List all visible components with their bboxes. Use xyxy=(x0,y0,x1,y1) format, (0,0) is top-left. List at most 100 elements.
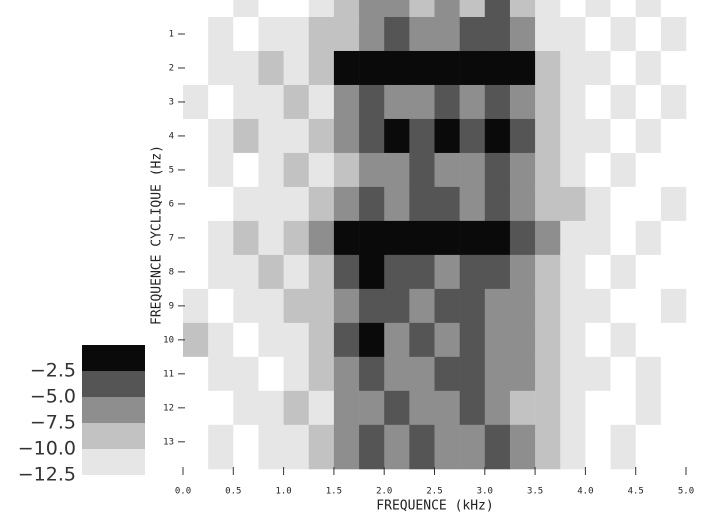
heatmap-cell xyxy=(283,322,310,358)
heatmap-cell xyxy=(409,322,435,358)
heatmap-cell xyxy=(409,50,435,86)
heatmap-cell xyxy=(409,390,435,426)
heatmap-cell xyxy=(258,288,284,324)
heatmap-cell xyxy=(484,0,511,18)
heatmap-cell xyxy=(183,220,209,256)
heatmap-cell xyxy=(660,50,687,86)
x-tick-label: 3.0 xyxy=(477,487,493,497)
x-tick-label: 5.0 xyxy=(678,487,694,497)
heatmap-cell xyxy=(283,50,310,86)
heatmap-cell xyxy=(283,84,310,120)
heatmap-cell xyxy=(258,322,284,358)
heatmap-cell xyxy=(660,254,687,290)
heatmap-cell xyxy=(459,424,486,470)
heatmap-cell xyxy=(233,16,259,52)
heatmap-cell xyxy=(409,186,435,222)
heatmap-cell xyxy=(434,322,460,358)
heatmap-cell xyxy=(308,390,335,426)
heatmap-cell xyxy=(283,186,310,222)
heatmap-cell xyxy=(183,50,209,86)
heatmap-cell xyxy=(359,322,385,358)
heatmap-cell xyxy=(308,0,335,18)
colorbar-swatch xyxy=(82,449,145,475)
heatmap-cell xyxy=(333,50,360,86)
heatmap-cell xyxy=(384,118,410,154)
heatmap-cell xyxy=(560,288,586,324)
heatmap-cell xyxy=(560,152,586,188)
heatmap-cell xyxy=(535,50,561,86)
heatmap-cell xyxy=(509,254,536,290)
heatmap-cell xyxy=(560,50,586,86)
heatmap-cell xyxy=(384,390,410,426)
heatmap-cell xyxy=(434,0,460,18)
y-tick-label: 9 xyxy=(169,301,174,311)
heatmap-cell xyxy=(208,356,234,392)
heatmap-cell xyxy=(359,356,385,392)
heatmap-cell xyxy=(183,254,209,290)
heatmap-cell xyxy=(535,152,561,188)
heatmap-cell xyxy=(459,186,486,222)
y-tick-label: 7 xyxy=(169,233,174,243)
heatmap-cell xyxy=(384,254,410,290)
heatmap-cell xyxy=(233,322,259,358)
heatmap-cell xyxy=(308,322,335,358)
heatmap-cell xyxy=(635,254,662,290)
heatmap-cell xyxy=(610,220,636,256)
heatmap-cell xyxy=(409,424,435,470)
heatmap-cell xyxy=(233,152,259,188)
heatmap-cell xyxy=(459,50,486,86)
y-tick-label: 12 xyxy=(163,403,174,413)
heatmap-cell xyxy=(585,220,611,256)
heatmap-cell xyxy=(459,16,486,52)
heatmap-cell xyxy=(333,16,360,52)
heatmap-cell xyxy=(258,220,284,256)
heatmap-cell xyxy=(359,118,385,154)
heatmap-cell xyxy=(233,186,259,222)
heatmap-cell xyxy=(660,186,687,222)
heatmap-cell xyxy=(384,424,410,470)
heatmap-cell xyxy=(560,220,586,256)
heatmap-cell xyxy=(610,0,636,18)
heatmap-cell xyxy=(459,356,486,392)
y-axis-label: FREQUENCE CYCLIQUE (Hz) xyxy=(150,145,165,325)
heatmap-cell xyxy=(660,424,687,470)
heatmap-cell xyxy=(585,16,611,52)
heatmap-cell xyxy=(585,186,611,222)
heatmap-cell xyxy=(208,16,234,52)
heatmap-cell xyxy=(560,322,586,358)
heatmap-cell xyxy=(183,152,209,188)
heatmap-cell xyxy=(459,118,486,154)
heatmap-cell xyxy=(535,186,561,222)
heatmap-cell xyxy=(535,84,561,120)
heatmap-cell xyxy=(183,16,209,52)
heatmap-cell xyxy=(635,424,662,470)
heatmap-cell xyxy=(233,84,259,120)
heatmap-cell xyxy=(585,390,611,426)
heatmap-cell xyxy=(635,84,662,120)
heatmap-cell xyxy=(359,16,385,52)
heatmap-cell xyxy=(434,118,460,154)
heatmap-cell xyxy=(359,424,385,470)
heatmap-cell xyxy=(509,356,536,392)
heatmap-cell xyxy=(333,356,360,392)
heatmap-cell xyxy=(208,0,234,18)
heatmap-cell xyxy=(384,84,410,120)
heatmap-cell xyxy=(585,254,611,290)
y-tick-label: 8 xyxy=(169,267,174,277)
heatmap-cell xyxy=(434,390,460,426)
heatmap-cell xyxy=(308,50,335,86)
heatmap-cell xyxy=(459,322,486,358)
heatmap-cell xyxy=(535,390,561,426)
heatmap-cell xyxy=(434,424,460,470)
x-tick-label: 0.0 xyxy=(175,487,191,497)
heatmap-cell xyxy=(258,50,284,86)
heatmap-cell xyxy=(208,186,234,222)
heatmap-cell xyxy=(333,0,360,18)
heatmap-cell xyxy=(509,50,536,86)
heatmap-cell xyxy=(459,288,486,324)
heatmap-cell xyxy=(535,424,561,470)
heatmap-cell xyxy=(208,390,234,426)
heatmap-cell xyxy=(208,152,234,188)
heatmap-cell xyxy=(509,186,536,222)
